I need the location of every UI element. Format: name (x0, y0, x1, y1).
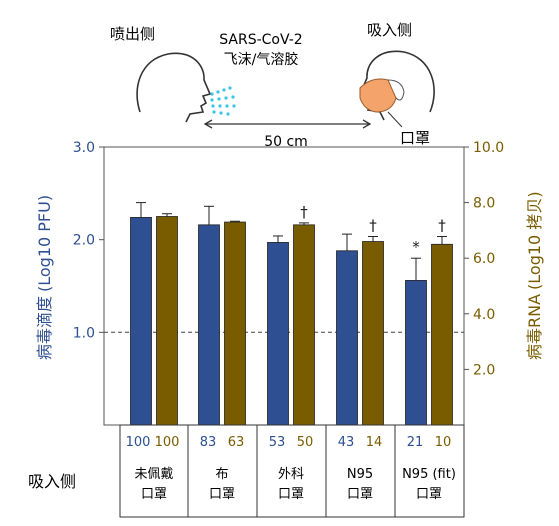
bar (224, 221, 246, 426)
left-tick-label: 1.0 (73, 325, 95, 341)
right-tick-label: 10.0 (473, 140, 504, 156)
emitter-head-icon (136, 52, 212, 123)
mask-name-4b: 口罩 (416, 487, 442, 502)
pct-rna-0: 100 (155, 435, 180, 450)
virus-label: SARS-CoV-2 (219, 32, 302, 48)
significance-mark: * (412, 238, 420, 256)
pct-pfu-2: 53 (269, 435, 286, 450)
table-row-label: 吸入侧 (28, 472, 76, 491)
medium-label: 飞沫/气溶胶 (224, 51, 299, 68)
bar (198, 224, 220, 426)
mask-name-3a: N95 (347, 467, 373, 482)
mask-name-2a: 外科 (278, 467, 304, 482)
left-tick-label: 2.0 (73, 233, 95, 249)
bar (362, 241, 384, 426)
mask-label: 口罩 (400, 129, 430, 147)
right-axis-label: 病毒RNA (Log10 拷贝) (525, 191, 544, 360)
pct-rna-1: 63 (228, 435, 245, 450)
droplet-spray-icon (210, 86, 236, 116)
pct-pfu-4: 21 (407, 435, 424, 450)
pct-pfu-3: 43 (338, 435, 355, 450)
emitter-label: 喷出侧 (110, 25, 155, 43)
bar (405, 280, 427, 426)
distance-label: 50 cm (264, 134, 308, 150)
significance-mark: † (438, 217, 446, 235)
right-tick-label: 6.0 (473, 251, 495, 267)
receiver-label: 吸入侧 (367, 21, 412, 39)
chart: 3.0 2.0 1.0 10.0 8.0 6.0 4.0 2.0 * † † † 病毒滴度 (Log… (35, 140, 544, 426)
mask-name-3b: 口罩 (347, 487, 373, 502)
left-axis-label: 病毒滴度 (Log10 PFU) (35, 195, 54, 360)
left-axis-label-unit: (Log10 PFU) (35, 195, 54, 292)
mask-name-0a: 未佩戴 (134, 467, 173, 482)
mask-icon (359, 78, 397, 113)
significance-mark: † (300, 203, 308, 221)
bar (130, 217, 152, 426)
illustration: 喷出侧 吸入侧 SARS-CoV-2 飞沫/气溶胶 口罩 50 cm (110, 21, 435, 150)
bar (156, 216, 178, 426)
mask-name-1b: 口罩 (209, 487, 235, 502)
bar (431, 243, 453, 426)
mask-name-4a: N95 (fit) (402, 467, 456, 482)
pct-rna-2: 50 (297, 435, 314, 450)
mask-name-1a: 布 (215, 467, 228, 482)
mask-name-0b: 口罩 (141, 487, 167, 502)
pct-pfu-1: 83 (200, 435, 217, 450)
pct-pfu-0: 100 (126, 435, 151, 450)
left-axis-label-main: 病毒滴度 (35, 296, 54, 360)
bar (293, 224, 315, 426)
right-tick-label: 8.0 (473, 196, 495, 212)
pct-rna-3: 14 (366, 435, 383, 450)
right-tick-label: 2.0 (473, 362, 495, 378)
left-tick-label: 3.0 (73, 140, 95, 156)
right-axis-label-unit: (Log10 拷贝) (525, 191, 544, 290)
bar (267, 242, 289, 426)
pct-rna-4: 10 (435, 435, 452, 450)
mask-name-2b: 口罩 (278, 487, 304, 502)
right-axis-label-main: 病毒RNA (525, 294, 544, 360)
significance-mark: † (369, 217, 377, 235)
condition-table: 吸入侧 100 100 83 63 53 50 43 14 21 10 未佩戴 … (28, 424, 465, 518)
right-tick-label: 4.0 (473, 307, 495, 323)
distance-arrow (203, 119, 372, 129)
bar (336, 250, 358, 426)
